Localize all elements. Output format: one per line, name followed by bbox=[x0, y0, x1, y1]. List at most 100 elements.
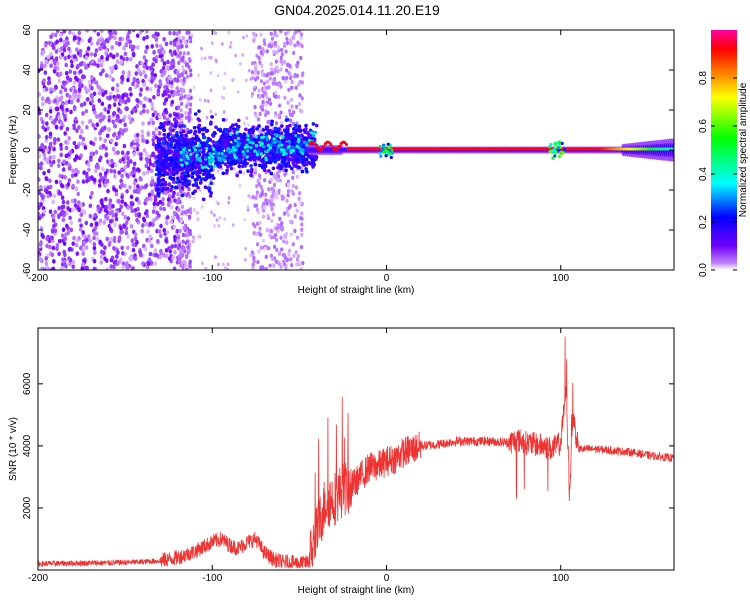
spectrogram-cell bbox=[68, 215, 72, 221]
spectrogram-cell bbox=[179, 218, 183, 224]
spectrogram-cell bbox=[181, 55, 185, 60]
spectrogram-cell bbox=[121, 156, 125, 162]
spectrogram-cell bbox=[41, 125, 45, 130]
spectrogram-cell bbox=[56, 163, 61, 169]
spectrogram-cell bbox=[185, 267, 189, 270]
spectrogram-cell bbox=[108, 202, 112, 207]
spectrogram-cell bbox=[141, 108, 146, 114]
spectrogram-cell bbox=[209, 71, 213, 75]
colorbar-tick-label: 0.4 bbox=[698, 167, 709, 181]
spectrogram-cell bbox=[263, 246, 268, 251]
spectrogram-cell bbox=[63, 262, 67, 267]
spectrogram-cell bbox=[211, 176, 216, 180]
spectrogram-cell bbox=[92, 242, 97, 247]
spectrogram-cell bbox=[117, 134, 121, 139]
spectrogram-cell bbox=[169, 40, 173, 46]
spectrogram-cell bbox=[120, 199, 125, 204]
spectrogram-cell bbox=[93, 52, 98, 58]
spectrogram-cell bbox=[39, 161, 44, 166]
spectrogram-cell bbox=[110, 163, 115, 169]
spectrogram-cell bbox=[145, 34, 149, 40]
spectrogram-cell bbox=[191, 183, 196, 188]
spectrogram-cell bbox=[168, 30, 172, 36]
spectrogram-cell bbox=[160, 189, 164, 193]
spectrogram-cell bbox=[276, 45, 281, 50]
spectrogram-cell bbox=[167, 151, 171, 155]
spectrogram-cell bbox=[177, 144, 181, 149]
spectrogram-cell bbox=[112, 102, 117, 108]
spectrogram-cell bbox=[94, 221, 99, 226]
spectrogram-cell bbox=[193, 189, 197, 193]
spectrogram-cell bbox=[274, 81, 279, 86]
spectrogram-cell bbox=[165, 215, 170, 220]
spectrogram-cell bbox=[304, 167, 308, 171]
spectrogram-cell bbox=[64, 62, 69, 68]
spectrogram-cell bbox=[180, 172, 184, 176]
spectrogram-cell bbox=[159, 248, 163, 254]
spectrogram-cell bbox=[38, 242, 43, 247]
spectrogram-cell bbox=[292, 35, 296, 41]
spectrogram-cell bbox=[286, 212, 291, 217]
spectrogram-cell bbox=[301, 148, 305, 152]
spectrogram-cell bbox=[192, 208, 196, 212]
spectrogram-cell bbox=[148, 86, 153, 92]
spectrogram-cell bbox=[289, 219, 293, 224]
spectrogram-cell bbox=[38, 134, 42, 139]
spectrogram-cell bbox=[214, 255, 217, 259]
spectrogram-cell bbox=[289, 97, 294, 102]
spectrogram-cell bbox=[81, 136, 86, 142]
spectrogram-cell bbox=[66, 230, 71, 235]
spectrogram-cell bbox=[177, 45, 181, 50]
spectrogram-cell bbox=[187, 249, 191, 254]
spectrogram-cell bbox=[87, 167, 91, 173]
spectrogram-cell bbox=[44, 261, 49, 266]
spectrogram-cell bbox=[223, 154, 228, 158]
spectrogram-cell bbox=[257, 249, 261, 254]
spectrogram-cell bbox=[196, 137, 201, 141]
spectrogram-cell bbox=[144, 163, 149, 169]
spectrogram-cell bbox=[164, 165, 168, 169]
spectrogram-cell bbox=[266, 213, 270, 218]
spectrogram-cell bbox=[255, 194, 259, 199]
spectrogram-cell bbox=[287, 248, 292, 253]
spectrogram-cell bbox=[309, 154, 314, 159]
spectrogram-cell bbox=[164, 97, 169, 102]
spectrogram-cell bbox=[275, 191, 279, 196]
spectrogram-cell bbox=[74, 242, 79, 248]
spectrogram-cell bbox=[120, 250, 125, 256]
spectrogram-cell bbox=[41, 234, 45, 239]
spectrogram-cell bbox=[68, 69, 73, 74]
spectrogram-cell bbox=[46, 54, 51, 60]
spectrogram-cell bbox=[132, 146, 137, 151]
spectrogram-cell bbox=[261, 135, 266, 139]
spectrogram-cell bbox=[185, 104, 189, 109]
spectrogram-cell bbox=[66, 206, 71, 211]
spectrogram-cell bbox=[179, 39, 183, 44]
spectrogram-cell bbox=[256, 221, 260, 226]
spectrogram-cell bbox=[148, 98, 153, 103]
spectrogram-cell bbox=[124, 42, 129, 47]
spectrogram-cell bbox=[100, 37, 105, 43]
spectrogram-cell bbox=[52, 154, 56, 160]
spectrogram-cell bbox=[255, 203, 259, 208]
spectrogram-cell bbox=[236, 127, 240, 131]
spectrogram-cell bbox=[38, 190, 42, 196]
spectrogram-cell bbox=[88, 119, 93, 124]
spectrogram-cell bbox=[184, 133, 188, 138]
spectrogram-cell bbox=[249, 164, 253, 168]
spectrogram-cell bbox=[162, 128, 167, 132]
spectrogram-cell bbox=[298, 191, 302, 196]
spectrogram-cell bbox=[122, 46, 126, 51]
spectrogram-cell bbox=[249, 137, 254, 142]
spectrogram-cell bbox=[87, 79, 92, 85]
spectrogram-cell bbox=[93, 250, 97, 255]
spectrogram-cell bbox=[258, 60, 262, 65]
spectrogram-cell bbox=[80, 265, 85, 270]
spectrogram-cell bbox=[265, 73, 269, 78]
spectrogram-cell bbox=[273, 175, 277, 180]
spectrogram-cell bbox=[84, 265, 88, 270]
spectrogram-cell bbox=[197, 123, 202, 128]
spectrogram-cell bbox=[274, 237, 279, 242]
spectrogram-cell bbox=[301, 260, 305, 266]
